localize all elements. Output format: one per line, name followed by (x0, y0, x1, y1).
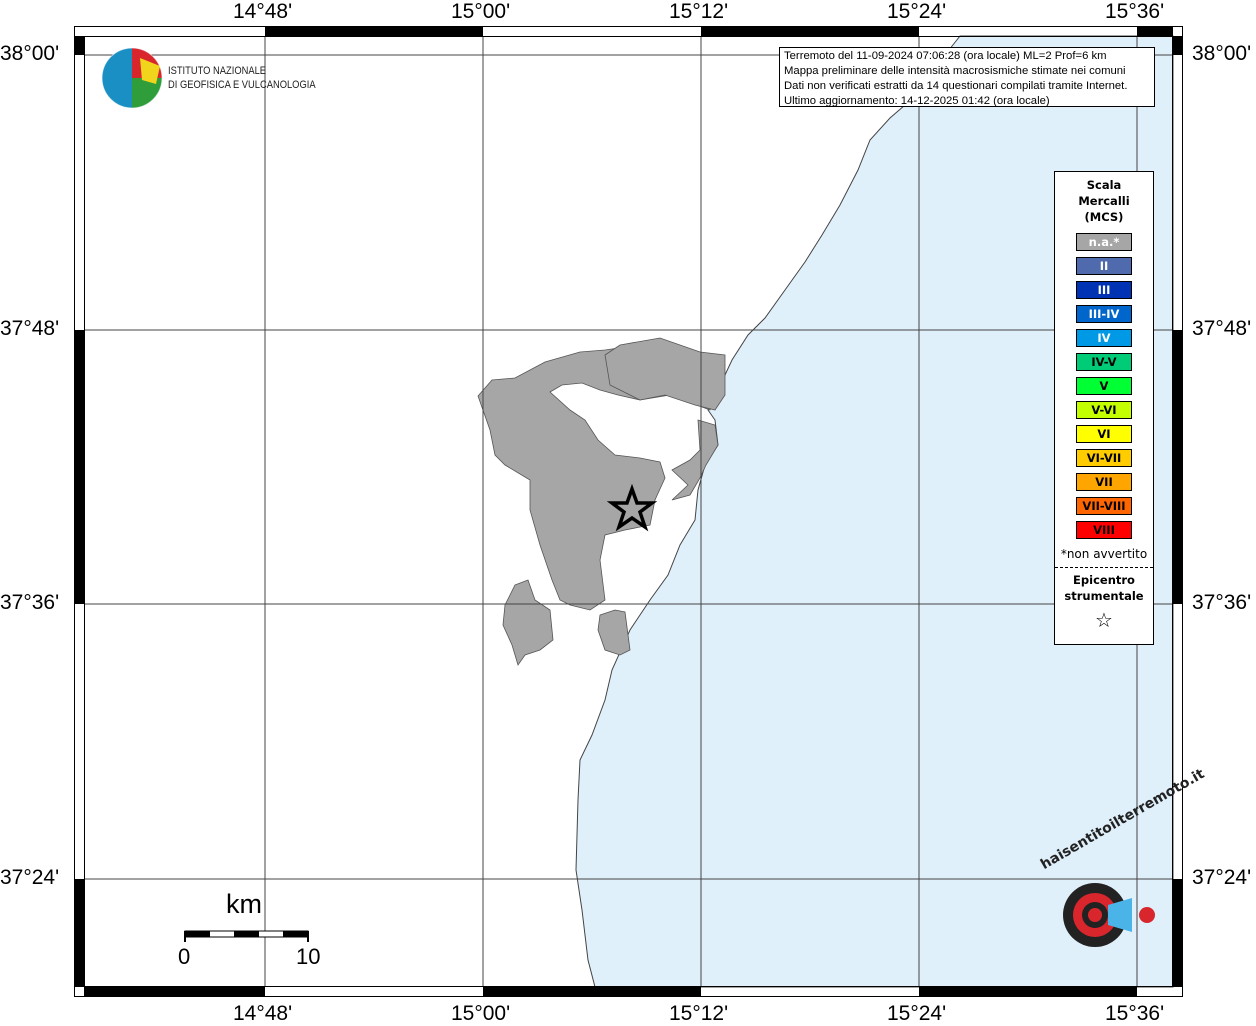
lon-label-bottom: 15°36' (1105, 1002, 1165, 1025)
ingv-logo (101, 47, 163, 109)
legend-swatch-vi-vii: VI-VII (1076, 449, 1132, 467)
lon-label-top: 14°48' (233, 0, 293, 23)
mcs-legend: Scala Mercalli (MCS) n.a.* II III III-IV IV I… (1054, 171, 1154, 645)
legend-swatch-v-vi: V-VI (1076, 401, 1132, 419)
lat-label-right: 37°48' (1192, 317, 1252, 340)
scale-bar (184, 930, 309, 942)
scale-min: 0 (178, 944, 191, 969)
legend-swatch-iii-iv: III-IV (1076, 305, 1132, 323)
scale-unit: km (226, 889, 262, 919)
lon-label-top: 15°24' (887, 0, 947, 23)
lat-label-left: 37°24' (0, 866, 60, 889)
info-line: Dati non verificati estratti da 14 quest… (784, 80, 1128, 92)
info-line: Mappa preliminare delle intensità macros… (784, 65, 1126, 77)
ingv-logo-text: ISTITUTO NAZIONALE DI GEOFISICA E VULCAN… (168, 65, 316, 91)
lat-label-right: 37°24' (1192, 866, 1252, 889)
legend-note: *non avvertito (1060, 547, 1148, 561)
info-line: Ultimo aggiornamento: 14-12-2025 01:42 (… (784, 95, 1050, 107)
legend-swatch-ii: II (1076, 257, 1132, 275)
felt-region-na (477, 337, 726, 666)
legend-divider (1055, 567, 1153, 568)
legend-swatch-iii: III (1076, 281, 1132, 299)
legend-swatch-vii: VII (1076, 473, 1132, 491)
legend-swatch-iv: IV (1076, 329, 1132, 347)
legend-swatch-iv-v: IV-V (1076, 353, 1132, 371)
lon-label-top: 15°12' (669, 0, 729, 23)
legend-swatch-v: V (1076, 377, 1132, 395)
info-line: Terremoto del 11-09-2024 07:06:28 (ora l… (784, 50, 1107, 62)
lat-label-left: 37°48' (0, 317, 60, 340)
map-frame (74, 26, 1183, 997)
legend-title: Scala (1086, 178, 1122, 192)
lon-label-bottom: 15°00' (451, 1002, 511, 1025)
lon-label-bottom: 15°24' (887, 1002, 947, 1025)
legend-title: Mercalli (1078, 194, 1130, 208)
lon-label-bottom: 14°48' (233, 1002, 293, 1025)
lon-label-top: 15°36' (1105, 0, 1165, 23)
star-icon: ☆ (1095, 608, 1113, 632)
scale-max: 10 (296, 944, 321, 969)
lat-label-right: 37°36' (1192, 591, 1252, 614)
lat-label-right: 38°00' (1192, 42, 1252, 65)
lon-label-bottom: 15°12' (669, 1002, 729, 1025)
legend-swatch-vi: VI (1076, 425, 1132, 443)
epicenter-label: Epicentro (1073, 573, 1135, 587)
epicenter-label: strumentale (1064, 589, 1144, 603)
legend-swatch-n-a-: n.a.* (1076, 233, 1132, 251)
star-icon (606, 483, 658, 532)
lat-label-left: 37°36' (0, 591, 60, 614)
lat-label-left: 38°00' (0, 42, 60, 65)
haisentito-logo (1063, 883, 1155, 947)
legend-swatch-viii: VIII (1076, 521, 1132, 539)
event-info-box: Terremoto del 11-09-2024 07:06:28 (ora l… (779, 47, 1155, 107)
legend-swatch-vii-viii: VII-VIII (1076, 497, 1132, 515)
lon-label-top: 15°00' (451, 0, 511, 23)
legend-title: (MCS) (1084, 210, 1124, 224)
